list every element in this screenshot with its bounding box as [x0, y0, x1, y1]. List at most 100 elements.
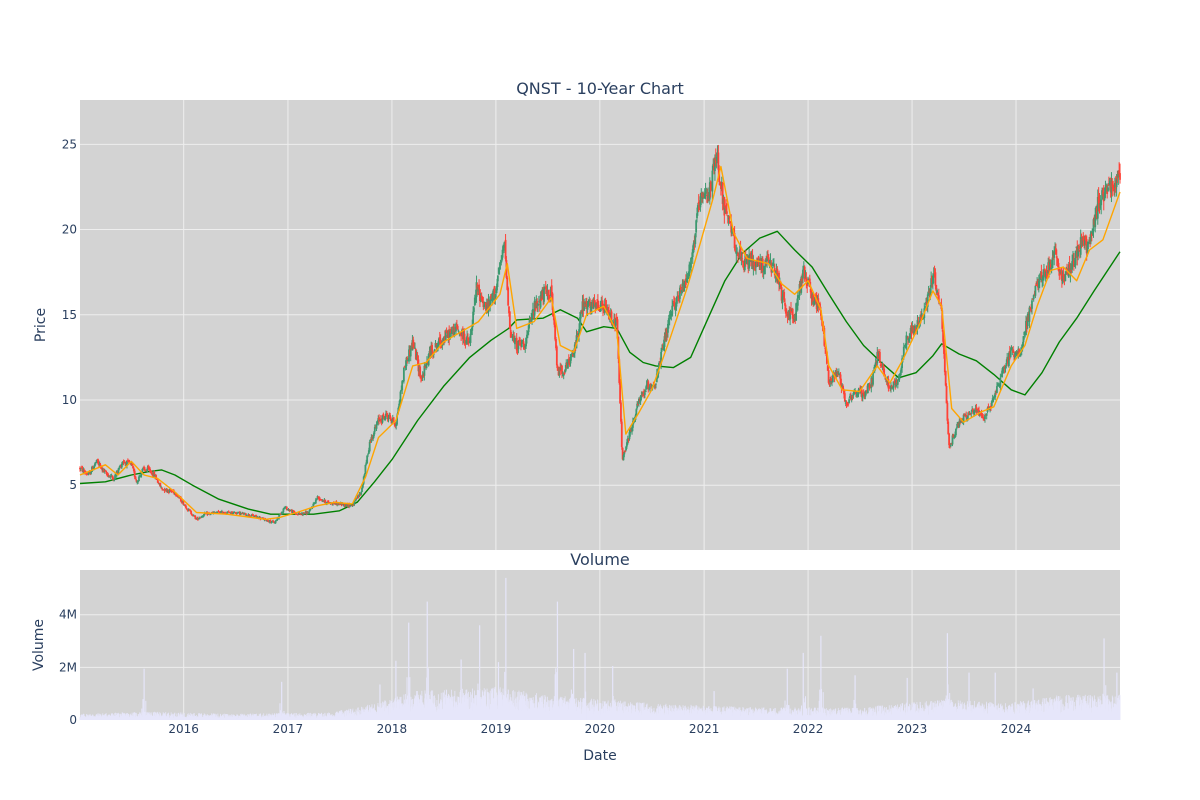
- volume-bar: [651, 708, 652, 720]
- volume-bar: [211, 713, 213, 720]
- volume-bar: [336, 711, 338, 720]
- candle-body: [907, 337, 909, 339]
- candle-body: [232, 513, 234, 515]
- volume-bar: [308, 712, 309, 720]
- candle-body: [314, 503, 316, 504]
- candle-body: [114, 475, 116, 480]
- candle-body: [133, 470, 136, 477]
- candle-body: [844, 402, 847, 404]
- candle-body: [949, 444, 952, 447]
- volume-bar: [139, 712, 140, 720]
- volume-bar: [765, 709, 767, 720]
- candle-body: [420, 377, 423, 379]
- candle-body: [830, 378, 833, 381]
- volume-bar: [98, 715, 99, 720]
- volume-bar: [300, 714, 302, 720]
- candle-body: [595, 302, 598, 309]
- volume-bar: [189, 712, 191, 720]
- volume-bars: [79, 577, 1121, 720]
- volume-bar: [733, 707, 734, 720]
- candle-body: [364, 464, 367, 474]
- candle-body: [1094, 214, 1097, 228]
- candle-body: [83, 470, 86, 472]
- candle-body: [947, 421, 950, 435]
- candle-body: [728, 215, 731, 219]
- candle-body: [358, 493, 361, 496]
- candle-body: [1022, 336, 1025, 343]
- candle-body: [660, 351, 663, 366]
- candle-body: [482, 301, 485, 307]
- candle-body: [413, 345, 416, 349]
- volume-bar: [501, 694, 502, 720]
- volume-bar: [231, 714, 233, 720]
- volume-bar: [469, 696, 471, 720]
- candle-body: [970, 412, 973, 414]
- candle-body: [742, 260, 745, 268]
- candle-body: [1057, 262, 1060, 271]
- volume-bar: [272, 715, 274, 720]
- candle-body: [773, 265, 775, 267]
- candle-body: [963, 413, 966, 417]
- candle-body: [184, 505, 187, 506]
- candle-body: [367, 450, 370, 454]
- candle-body: [900, 368, 903, 371]
- candle-body: [916, 320, 919, 330]
- candle-body: [1002, 367, 1004, 371]
- volume-bar: [104, 713, 106, 720]
- candle-body: [188, 509, 191, 511]
- candle-body: [87, 473, 90, 475]
- candle-body: [126, 460, 128, 466]
- volume-bar: [535, 694, 536, 720]
- candle-body: [506, 277, 509, 290]
- candle-body: [592, 300, 595, 309]
- volume-bar: [248, 714, 250, 720]
- candle-body: [1087, 242, 1090, 244]
- volume-bar: [665, 703, 667, 720]
- candle-body: [504, 239, 507, 259]
- candle-body: [848, 399, 851, 403]
- candle-body: [249, 515, 251, 517]
- volume-bar: [739, 707, 741, 720]
- candle-body: [396, 415, 398, 425]
- candle-body: [1117, 170, 1120, 178]
- candle-body: [874, 362, 877, 365]
- candle-body: [784, 308, 787, 314]
- volume-bar: [407, 695, 408, 720]
- candle-body: [309, 508, 312, 510]
- volume-bar: [262, 714, 264, 720]
- candle-body: [704, 190, 707, 197]
- candle-body: [189, 510, 192, 512]
- candle-body: [127, 460, 130, 462]
- candle-body: [195, 518, 198, 520]
- candle-body: [143, 466, 145, 470]
- candle-body: [218, 511, 221, 513]
- candle-body: [800, 277, 803, 293]
- volume-bar: [516, 696, 518, 720]
- candle-body: [898, 376, 901, 380]
- candle-body: [509, 329, 512, 338]
- candle-body: [597, 304, 600, 311]
- volume-bar: [561, 698, 562, 720]
- price-y-tick-label: 15: [62, 308, 77, 322]
- candle-body: [525, 337, 527, 347]
- candle-body: [1021, 343, 1024, 350]
- candle-body: [497, 267, 500, 274]
- candle-body: [156, 479, 158, 481]
- candle-body: [803, 266, 806, 280]
- candle-body: [1090, 231, 1092, 242]
- volume-bar: [449, 698, 451, 720]
- candle-body: [903, 345, 906, 347]
- candle-body: [317, 496, 320, 498]
- candle-body: [537, 301, 540, 303]
- candle-body: [355, 497, 358, 499]
- candle-body: [1064, 273, 1067, 282]
- candle-body: [1079, 237, 1082, 255]
- candle-body: [356, 496, 359, 499]
- candle-body: [949, 446, 951, 448]
- volume-bar: [710, 711, 712, 720]
- volume-bar: [617, 702, 618, 720]
- candle-body: [520, 340, 523, 347]
- candle-body: [445, 330, 448, 333]
- volume-bar: [468, 691, 469, 720]
- candle-body: [699, 196, 702, 208]
